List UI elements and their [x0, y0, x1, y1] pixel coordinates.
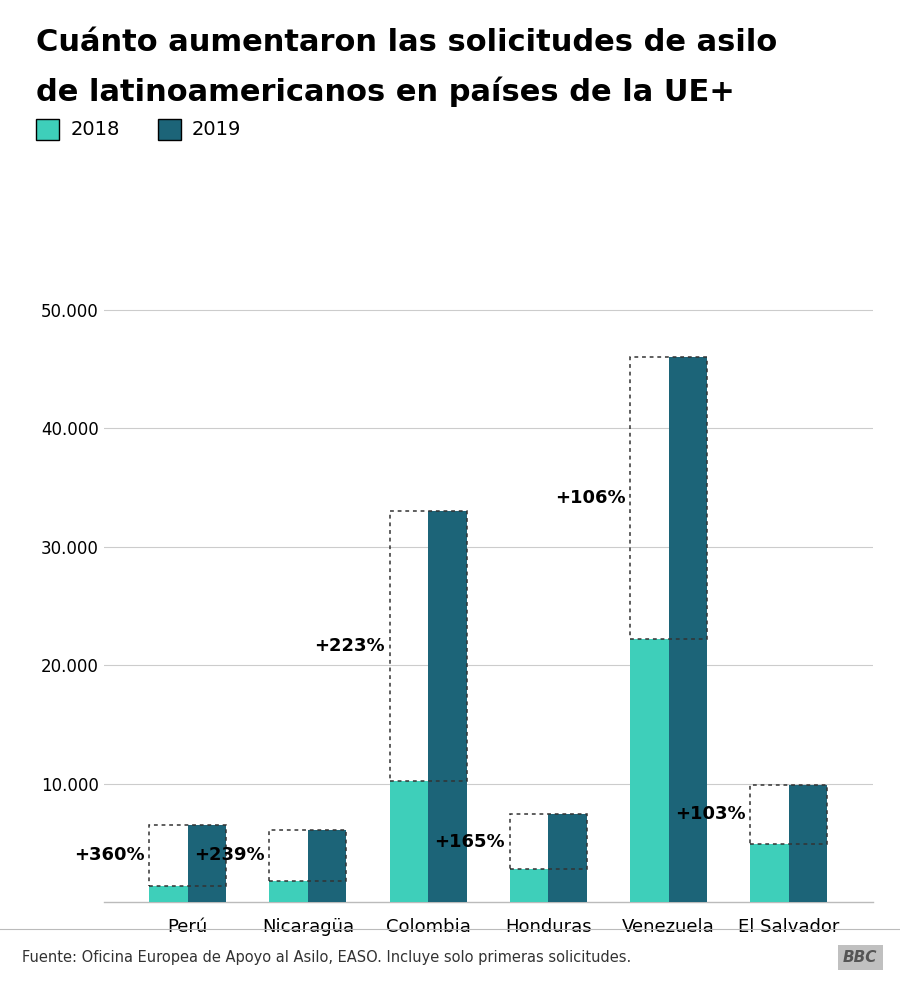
Text: +360%: +360% — [74, 846, 144, 865]
Text: 2018: 2018 — [70, 120, 120, 139]
Bar — [269, 880, 308, 902]
Bar — [308, 830, 346, 902]
Bar — [669, 357, 707, 902]
Bar — [428, 511, 466, 902]
Bar — [269, 830, 346, 880]
Text: Cuánto aumentaron las solicitudes de asilo: Cuánto aumentaron las solicitudes de asi… — [36, 28, 778, 56]
Bar — [510, 869, 548, 902]
Text: +165%: +165% — [435, 833, 505, 851]
Bar — [751, 785, 827, 844]
Bar — [188, 825, 226, 902]
Bar — [548, 814, 587, 902]
Text: Fuente: Oficina Europea de Apoyo al Asilo, EASO. Incluye solo primeras solicitud: Fuente: Oficina Europea de Apoyo al Asil… — [22, 950, 632, 965]
Bar — [149, 825, 226, 885]
Bar — [390, 781, 428, 902]
Bar — [751, 844, 788, 902]
Bar — [510, 814, 587, 869]
Text: BBC: BBC — [843, 950, 878, 965]
Bar — [630, 639, 669, 902]
Bar — [630, 357, 707, 639]
Text: 2019: 2019 — [192, 120, 241, 139]
Bar — [390, 511, 466, 781]
Text: +223%: +223% — [314, 637, 385, 656]
Text: +239%: +239% — [194, 846, 265, 865]
Text: +106%: +106% — [554, 489, 626, 507]
Bar — [149, 885, 188, 902]
Text: +103%: +103% — [675, 806, 745, 823]
Bar — [788, 785, 827, 902]
Text: de latinoamericanos en países de la UE+: de latinoamericanos en países de la UE+ — [36, 77, 735, 107]
